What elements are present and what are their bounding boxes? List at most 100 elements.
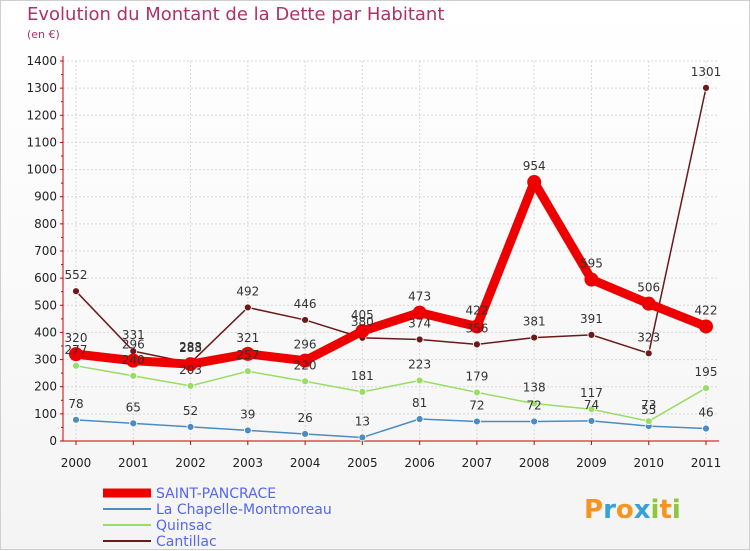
x-tick-label: 2003	[233, 456, 264, 470]
y-tick-label: 800	[34, 217, 57, 231]
chart-title: Evolution du Montant de la Dette par Hab…	[27, 4, 445, 25]
data-label-quinsac: 195	[695, 365, 718, 379]
data-label-la-chapelle-montmoreau: 72	[469, 398, 484, 412]
data-label-la-chapelle-montmoreau: 26	[297, 411, 312, 425]
y-tick-label: 1000	[26, 163, 57, 177]
series-line-saint-pancrace	[71, 177, 711, 369]
data-label-cantillac: 381	[523, 315, 546, 329]
data-point-quinsac	[358, 387, 367, 396]
data-label-la-chapelle-montmoreau: 13	[355, 414, 370, 428]
x-tick-label: 2002	[175, 456, 206, 470]
data-point-la-chapelle-montmoreau	[587, 417, 596, 425]
data-point-quinsac	[301, 377, 309, 386]
y-tick-label: 0	[49, 434, 57, 448]
data-label-saint-pancrace: 296	[294, 338, 317, 352]
data-label-la-chapelle-montmoreau: 78	[68, 397, 83, 411]
logo-letter: x	[634, 495, 651, 525]
series-line-la-chapelle-montmoreau	[75, 418, 707, 439]
y-tick-label: 200	[34, 380, 57, 394]
y-tick-label: 1300	[26, 81, 57, 95]
data-label-saint-pancrace: 954	[523, 159, 546, 173]
data-point-quinsac	[415, 376, 424, 385]
chart-subtitle: (en €)	[27, 28, 60, 41]
y-tick-label: 700	[34, 244, 57, 258]
data-point-saint-pancrace	[469, 319, 484, 334]
proxiti-logo: Proxiti	[584, 495, 681, 525]
x-tick-label: 2010	[633, 456, 664, 470]
data-label-cantillac: 380	[351, 315, 374, 329]
logo-letter: t	[659, 495, 671, 525]
data-point-cantillac	[587, 330, 596, 339]
data-label-cantillac: 331	[122, 328, 145, 342]
data-label-cantillac: 374	[408, 316, 431, 330]
data-point-quinsac	[702, 384, 710, 392]
data-label-cantillac: 492	[236, 284, 259, 298]
logo-letter: r	[603, 495, 616, 525]
data-label-cantillac: 1301	[691, 65, 722, 79]
data-label-cantillac: 446	[294, 297, 317, 311]
x-tick-label: 2005	[347, 456, 378, 470]
data-point-quinsac	[72, 361, 80, 370]
data-point-saint-pancrace	[126, 353, 141, 368]
x-tick-label: 2006	[404, 456, 435, 470]
data-label-saint-pancrace: 283	[179, 341, 202, 355]
data-label-quinsac: 73	[641, 398, 656, 412]
legend-label-la-chapelle-montmoreau: La Chapelle-Montmoreau	[156, 502, 332, 518]
data-point-cantillac	[644, 349, 653, 358]
data-point-cantillac	[415, 335, 424, 344]
x-tick-label: 2000	[61, 456, 92, 470]
data-label-saint-pancrace: 296	[122, 338, 145, 352]
data-label-la-chapelle-montmoreau: 65	[126, 400, 141, 414]
data-point-saint-pancrace	[584, 272, 599, 287]
data-label-saint-pancrace: 506	[637, 281, 660, 295]
data-point-la-chapelle-montmoreau	[473, 417, 481, 426]
data-point-la-chapelle-montmoreau	[243, 426, 252, 435]
data-label-saint-pancrace: 422	[465, 303, 488, 317]
data-label-cantillac: 391	[580, 312, 603, 326]
data-label-quinsac: 138	[523, 381, 546, 395]
y-tick-label: 600	[34, 271, 57, 285]
data-label-saint-pancrace: 405	[351, 308, 374, 322]
x-tick-label: 2001	[118, 456, 149, 470]
legend-label-quinsac: Quinsac	[156, 518, 212, 534]
data-point-la-chapelle-montmoreau	[129, 419, 138, 428]
data-label-quinsac: 257	[236, 348, 259, 362]
data-point-quinsac	[530, 399, 539, 408]
logo-letter: i	[651, 495, 660, 525]
logo-letter: o	[616, 495, 634, 525]
y-tick-label: 500	[34, 298, 57, 312]
data-point-cantillac	[301, 316, 309, 324]
data-label-la-chapelle-montmoreau: 74	[584, 398, 599, 412]
data-point-saint-pancrace	[527, 175, 542, 190]
y-tick-label: 1200	[26, 108, 57, 122]
data-label-quinsac: 117	[580, 386, 603, 400]
data-point-saint-pancrace	[69, 347, 83, 362]
data-point-quinsac	[473, 388, 481, 397]
data-label-la-chapelle-montmoreau: 72	[527, 398, 542, 412]
data-label-saint-pancrace: 320	[65, 331, 88, 345]
data-label-cantillac: 323	[637, 330, 660, 344]
data-point-la-chapelle-montmoreau	[530, 417, 539, 426]
y-tick-label: 400	[34, 325, 57, 339]
data-point-quinsac	[587, 405, 596, 414]
data-point-saint-pancrace	[412, 305, 427, 320]
data-label-la-chapelle-montmoreau: 39	[240, 407, 255, 421]
data-label-saint-pancrace: 473	[408, 290, 431, 304]
logo-letter: i	[672, 495, 681, 525]
x-tick-label: 2011	[691, 456, 722, 470]
data-point-saint-pancrace	[183, 357, 198, 372]
data-point-la-chapelle-montmoreau	[301, 430, 309, 438]
data-label-la-chapelle-montmoreau: 55	[641, 403, 656, 417]
data-label-la-chapelle-montmoreau: 46	[698, 406, 713, 420]
data-point-cantillac	[702, 83, 710, 92]
data-point-cantillac	[473, 340, 481, 349]
data-point-quinsac	[186, 381, 195, 390]
data-label-quinsac: 223	[408, 357, 431, 371]
data-point-saint-pancrace	[699, 319, 713, 334]
x-tick-label: 2007	[462, 456, 493, 470]
data-point-cantillac	[243, 303, 252, 312]
data-label-la-chapelle-montmoreau: 81	[412, 396, 427, 410]
data-point-saint-pancrace	[240, 346, 255, 361]
